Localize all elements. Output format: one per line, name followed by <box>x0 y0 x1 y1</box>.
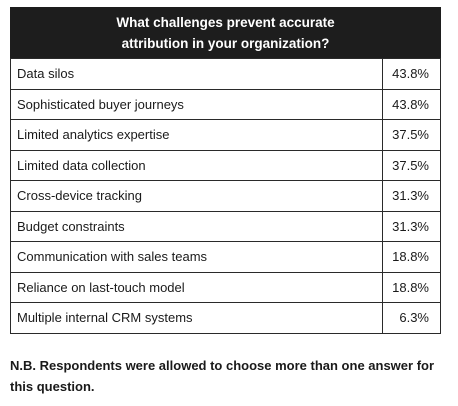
table-header: What challenges prevent accurate attribu… <box>10 7 441 58</box>
table-row: Budget constraints 31.3% <box>10 210 441 242</box>
row-label: Sophisticated buyer journeys <box>10 88 383 120</box>
table-row: Limited analytics expertise 37.5% <box>10 119 441 151</box>
row-value: 18.8% <box>382 271 441 303</box>
row-value: 37.5% <box>382 119 441 151</box>
row-value: 31.3% <box>382 180 441 212</box>
row-label: Data silos <box>10 58 383 90</box>
row-label: Reliance on last-touch model <box>10 271 383 303</box>
footnote: N.B. Respondents were allowed to choose … <box>10 358 435 394</box>
row-value: 6.3% <box>382 302 441 334</box>
data-table: Data silos 43.8% Sophisticated buyer journ… <box>10 58 441 334</box>
table-row: Multiple internal CRM systems 6.3% <box>10 302 441 334</box>
row-value: 31.3% <box>382 210 441 242</box>
table-row: Communication with sales teams 18.8% <box>10 241 441 273</box>
table-row: Cross-device tracking 31.3% <box>10 180 441 212</box>
row-label: Budget constraints <box>10 210 383 242</box>
table-row: Limited data collection 37.5% <box>10 149 441 181</box>
table-row: Reliance on last-touch model 18.8% <box>10 271 441 303</box>
survey-table: What challenges prevent accurate attribu… <box>10 7 441 334</box>
row-value: 18.8% <box>382 241 441 273</box>
row-value: 37.5% <box>382 149 441 181</box>
row-value: 43.8% <box>382 88 441 120</box>
row-label: Limited analytics expertise <box>10 119 383 151</box>
table-row: Data silos 43.8% <box>10 58 441 90</box>
table-body: Data silos 43.8% Sophisticated buyer journ… <box>10 58 441 334</box>
table-row: Sophisticated buyer journeys 43.8% <box>10 88 441 120</box>
table-title: What challenges prevent accurate attribu… <box>116 14 335 51</box>
row-value: 43.8% <box>382 58 441 90</box>
row-label: Cross-device tracking <box>10 180 383 212</box>
row-label: Multiple internal CRM systems <box>10 302 383 334</box>
row-label: Limited data collection <box>10 149 383 181</box>
row-label: Communication with sales teams <box>10 241 383 273</box>
